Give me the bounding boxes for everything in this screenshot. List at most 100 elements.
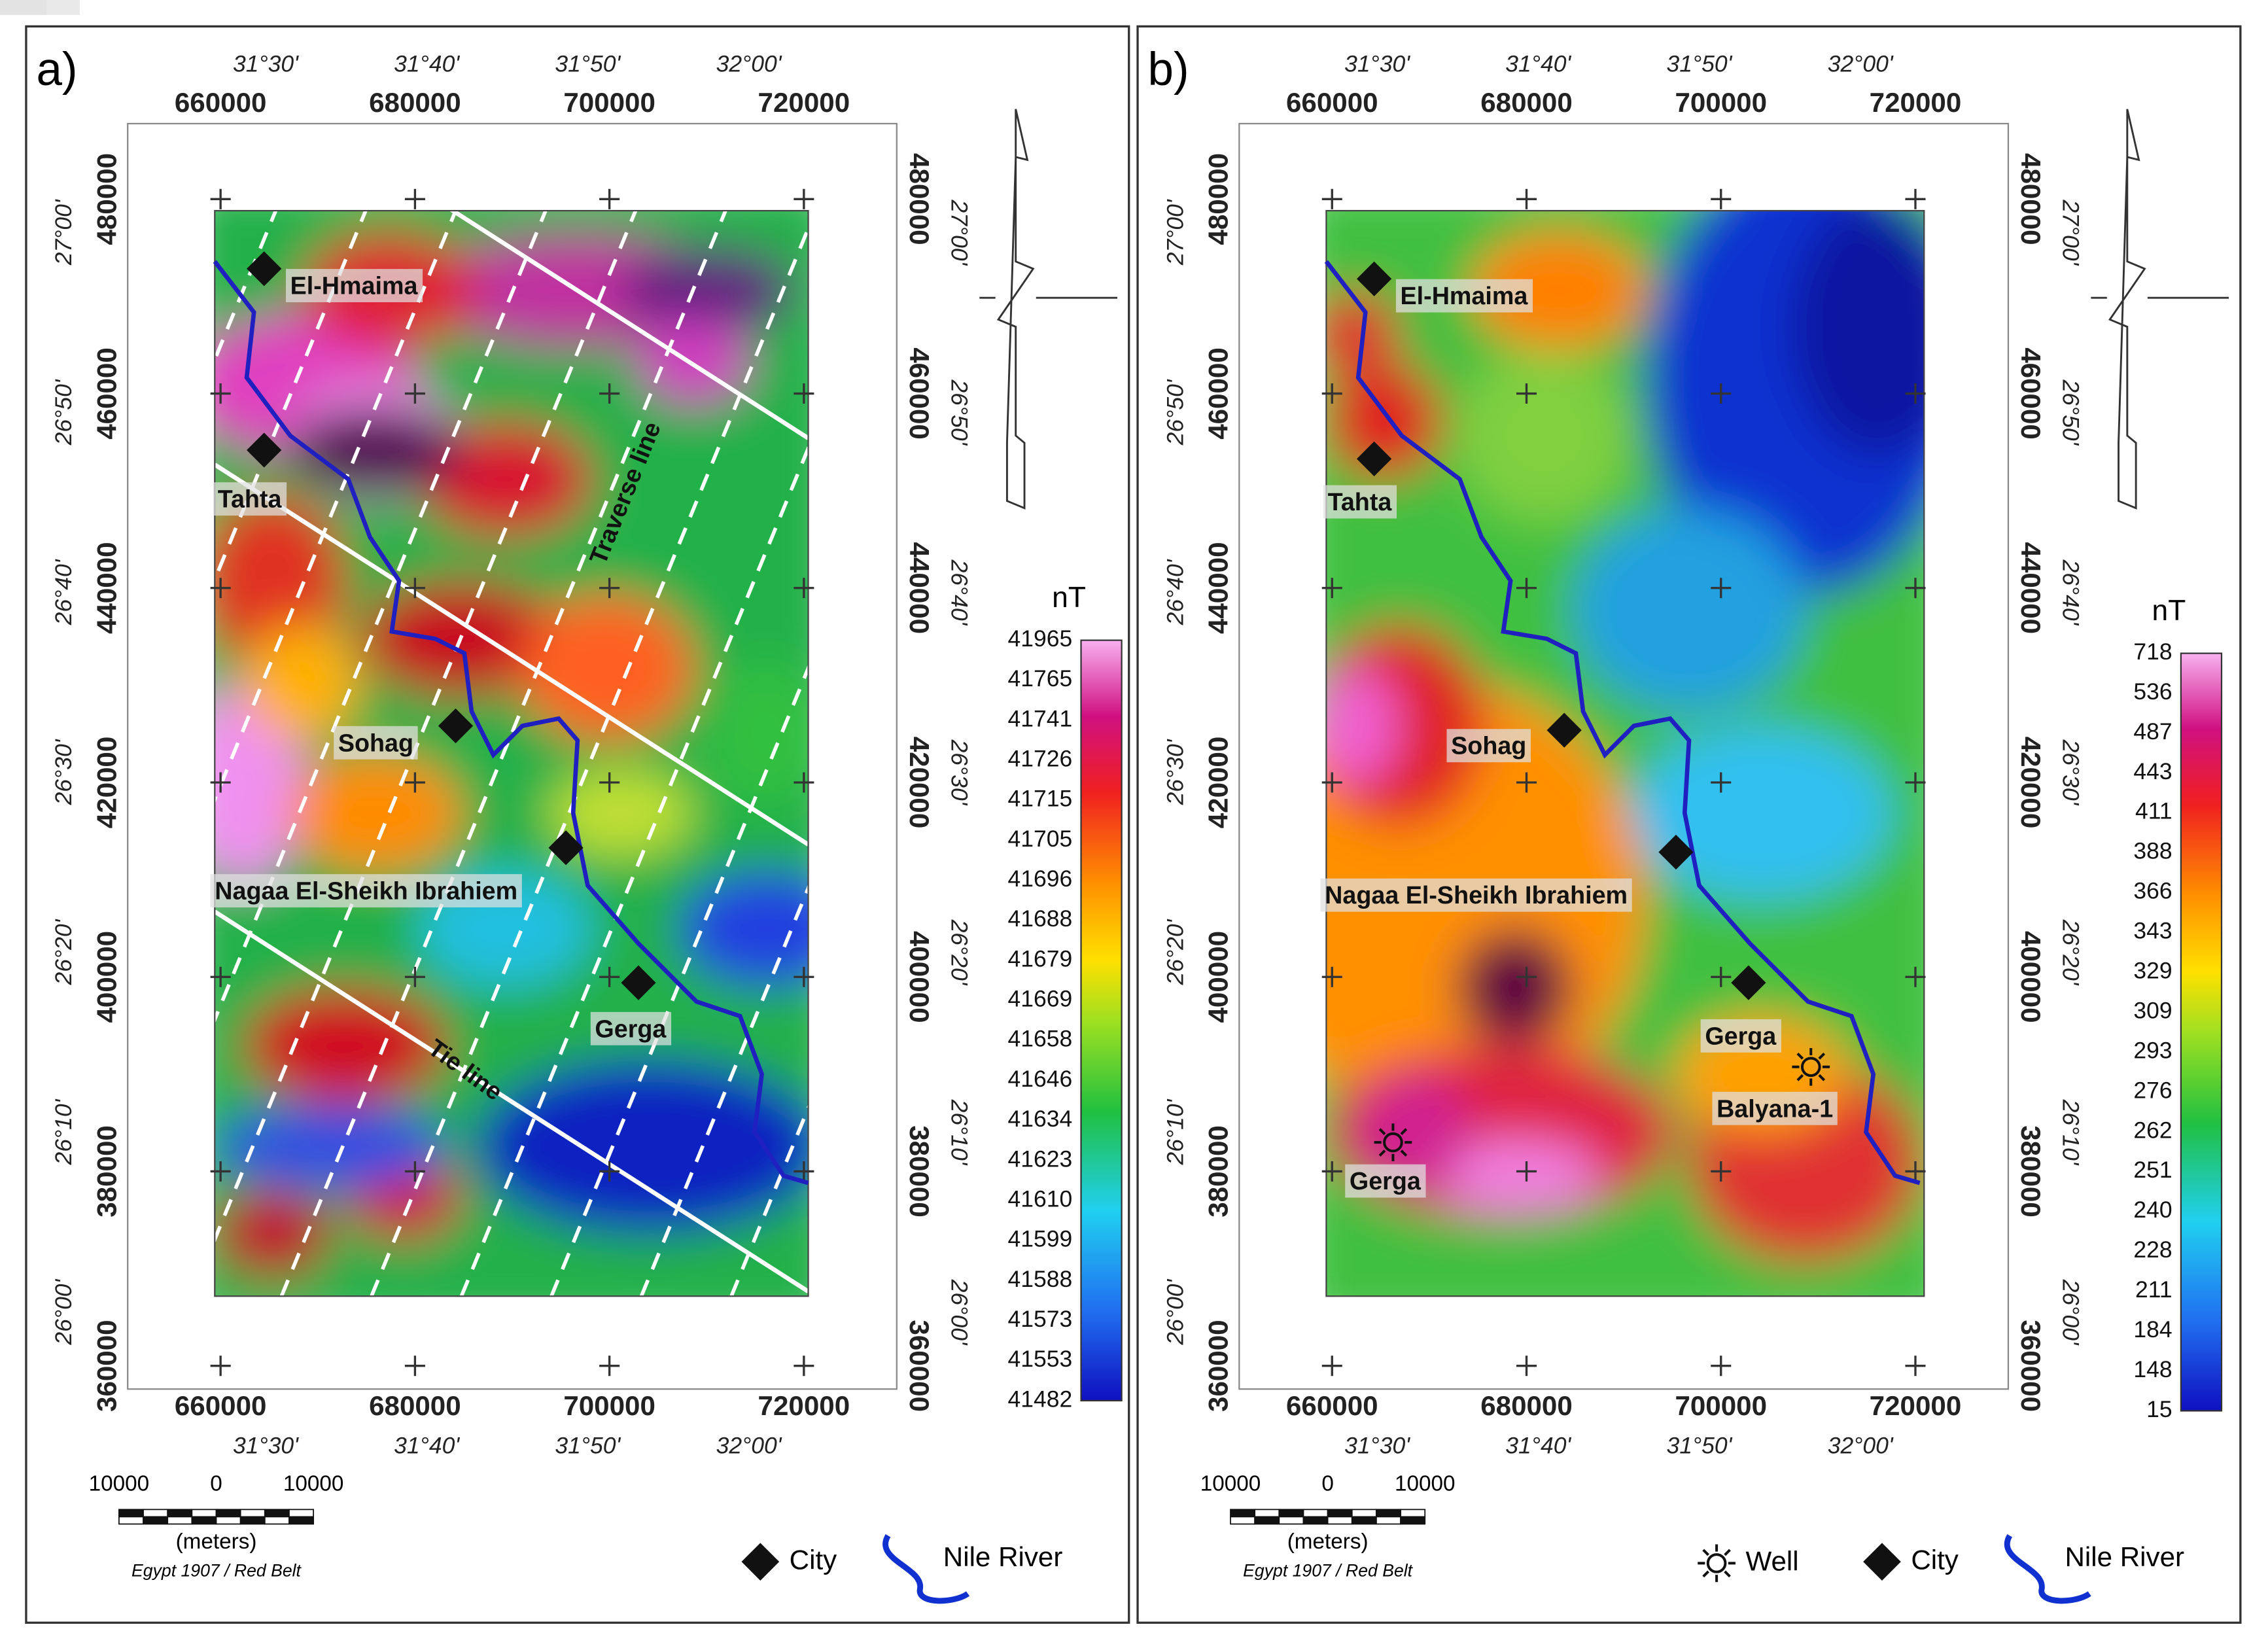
- anomaly: [1355, 1074, 1472, 1191]
- colorbar-label: 536: [2133, 678, 2172, 705]
- northing-label: 480000: [904, 153, 935, 245]
- city-label: Sohag: [338, 729, 413, 756]
- well-ray: [1400, 1149, 1408, 1157]
- latitude-label: 26°40': [50, 559, 77, 625]
- latitude-label: 26°10': [50, 1098, 77, 1165]
- latitude-label: 27°00': [947, 199, 973, 266]
- grid-cross: [404, 578, 425, 599]
- colorbar-label: 309: [2133, 997, 2172, 1023]
- city-marker: [247, 432, 282, 468]
- grid-cross: [1711, 578, 1732, 599]
- raster: [1326, 211, 1925, 1297]
- scale-cell: [288, 1509, 315, 1518]
- grid-cross: [794, 1356, 814, 1376]
- scale-cell: [118, 1516, 144, 1525]
- raster: [215, 211, 809, 1297]
- scale-cell: [1302, 1516, 1329, 1525]
- well-ray: [1378, 1128, 1386, 1135]
- colorbar-label: 15: [2146, 1396, 2172, 1422]
- longitude-label: 31°30': [1344, 1432, 1410, 1458]
- scale-cell: [1327, 1516, 1353, 1525]
- latitude-label: 26°40': [2058, 559, 2084, 625]
- latitude-label: 27°00': [50, 199, 77, 266]
- colorbar-label: 41679: [1008, 945, 1073, 972]
- legend-label: City: [1911, 1544, 1959, 1575]
- colorbar-label: 41658: [1008, 1026, 1073, 1052]
- northing-label: 400000: [91, 931, 122, 1023]
- north-arrow: [2091, 109, 2229, 510]
- easting-label: 720000: [758, 87, 850, 118]
- colorbar-label: 41688: [1008, 905, 1073, 932]
- flight-line: [215, 211, 548, 1025]
- grid-cross: [599, 966, 620, 987]
- grid-cross: [1516, 1161, 1537, 1182]
- anomaly: [708, 660, 809, 806]
- city-label: Gerga: [595, 1015, 667, 1042]
- longitude-label: 31°30': [233, 1432, 299, 1458]
- northing-label: 380000: [1203, 1125, 1234, 1218]
- grid-cross: [794, 383, 814, 404]
- grid-cross: [599, 1356, 620, 1376]
- longitude-label: 31°50': [555, 1432, 621, 1458]
- northing-label: 360000: [1203, 1320, 1234, 1412]
- grid-cross: [1516, 578, 1537, 599]
- northing-label: 420000: [91, 737, 122, 829]
- scale-cell: [288, 1516, 315, 1525]
- northing-label: 420000: [2015, 737, 2046, 829]
- well-label: Gerga: [1350, 1167, 1422, 1195]
- panel: b) 660000 660000 680000 680000 700000 700000 72…: [1136, 25, 2242, 1624]
- scale-cell: [1254, 1509, 1280, 1518]
- city-marker: [1658, 834, 1694, 870]
- well-ray: [1724, 1549, 1731, 1556]
- longitude-label: 32°00': [716, 1432, 782, 1458]
- latitude-label: 26°30': [1162, 739, 1188, 805]
- colorbar-label: 211: [2135, 1276, 2172, 1303]
- scale-cell: [215, 1516, 241, 1525]
- anomaly: [215, 493, 345, 668]
- latitude-label: 26°10': [1162, 1098, 1188, 1165]
- latitude-label: 26°30': [50, 739, 77, 805]
- colorbar-label: 41588: [1008, 1266, 1073, 1292]
- colorbar-label: 41765: [1008, 665, 1073, 692]
- well-ray: [1378, 1149, 1386, 1157]
- scale-cell: [1351, 1516, 1377, 1525]
- colorbar-label: 41634: [1008, 1106, 1073, 1132]
- grid-cross: [1905, 966, 1926, 987]
- colorbar-label: 41482: [1008, 1386, 1073, 1412]
- flight-line: [459, 444, 809, 1297]
- grid-cross: [404, 1356, 425, 1376]
- scale-label: 0: [1321, 1471, 1334, 1496]
- scale-cell: [167, 1509, 193, 1518]
- colorbar-label: 41610: [1008, 1185, 1073, 1212]
- latitude-label: 26°20': [947, 919, 973, 986]
- scale-cell: [1278, 1516, 1304, 1525]
- colorbar-label: 41669: [1008, 986, 1073, 1012]
- grid-cross: [599, 1161, 620, 1182]
- anomaly: [1790, 211, 1925, 458]
- latitude-label: 26°10': [2058, 1099, 2084, 1166]
- well-symbol: [1800, 1057, 1821, 1078]
- northing-label: 360000: [91, 1320, 122, 1412]
- grid-cross: [404, 966, 425, 987]
- grid-cross: [210, 383, 231, 404]
- city-label-bg: [1700, 1019, 1781, 1053]
- latitude-label: 26°40': [1162, 559, 1188, 625]
- easting-label: 660000: [175, 1390, 267, 1421]
- scale-cell: [167, 1516, 193, 1525]
- anomaly: [1427, 1139, 1602, 1212]
- city-label: Sohag: [1451, 732, 1526, 760]
- northing-label: 440000: [2015, 542, 2046, 634]
- northing-label: 480000: [1203, 153, 1234, 245]
- latitude-label: 26°20': [50, 919, 77, 985]
- colorbar-label: 251: [2133, 1157, 2172, 1183]
- legend-city-symbol: [741, 1543, 780, 1581]
- panel-label: a): [36, 44, 77, 96]
- city-label: Nagaa El-Sheikh Ibrahiem: [1325, 881, 1628, 909]
- northing-label: 460000: [91, 347, 122, 440]
- grid-cross: [1321, 1161, 1342, 1182]
- northing-label: 460000: [904, 347, 935, 440]
- colorbar-label: 411: [2135, 798, 2172, 824]
- colorbar-label: 41726: [1008, 746, 1073, 772]
- scale-label: 0: [210, 1471, 222, 1496]
- longitude-label: 31°40': [1505, 51, 1571, 77]
